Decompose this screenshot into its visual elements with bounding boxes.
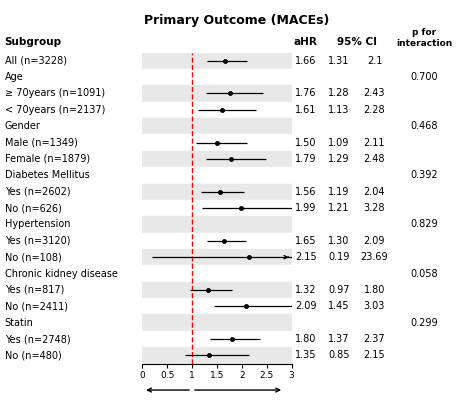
- Text: Yes (n=817): Yes (n=817): [5, 285, 64, 295]
- Bar: [142, 249, 292, 265]
- Bar: [142, 85, 292, 102]
- Text: 0.97: 0.97: [328, 285, 350, 295]
- Text: 1.09: 1.09: [328, 138, 350, 147]
- Bar: [142, 282, 292, 298]
- Text: 3.28: 3.28: [364, 203, 385, 213]
- Text: 2.15: 2.15: [295, 252, 317, 262]
- Text: All (n=3228): All (n=3228): [5, 56, 67, 66]
- Bar: [142, 102, 292, 118]
- Bar: [142, 314, 292, 331]
- Text: 1.35: 1.35: [295, 350, 317, 360]
- Text: 1.99: 1.99: [295, 203, 317, 213]
- Text: 1.31: 1.31: [328, 56, 350, 66]
- Text: 1.30: 1.30: [328, 236, 350, 246]
- Text: 0.19: 0.19: [328, 252, 350, 262]
- Text: < 70years (n=2137): < 70years (n=2137): [5, 105, 105, 115]
- Text: 23.69: 23.69: [361, 252, 388, 262]
- Text: 1.19: 1.19: [328, 187, 350, 197]
- Text: No (n=626): No (n=626): [5, 203, 62, 213]
- Text: 0.058: 0.058: [410, 269, 438, 278]
- Bar: [142, 200, 292, 216]
- Bar: [142, 118, 292, 135]
- Text: 1.80: 1.80: [295, 334, 317, 344]
- Bar: [142, 331, 292, 347]
- Text: Yes (n=3120): Yes (n=3120): [5, 236, 70, 246]
- Text: 1.66: 1.66: [295, 56, 317, 66]
- Text: 1.61: 1.61: [295, 105, 317, 115]
- Text: Gender: Gender: [5, 121, 41, 131]
- Text: ≥ 70years (n=1091): ≥ 70years (n=1091): [5, 88, 105, 99]
- Text: 1.28: 1.28: [328, 88, 350, 99]
- Text: 0.700: 0.700: [410, 72, 438, 82]
- Text: 1.56: 1.56: [295, 187, 317, 197]
- Bar: [142, 265, 292, 282]
- Text: Age: Age: [5, 72, 24, 82]
- Text: 1.37: 1.37: [328, 334, 350, 344]
- Text: 1.65: 1.65: [295, 236, 317, 246]
- Text: Primary Outcome (MACEs): Primary Outcome (MACEs): [144, 14, 330, 27]
- Text: 0.829: 0.829: [410, 219, 438, 229]
- Bar: [142, 233, 292, 249]
- Text: 0.299: 0.299: [410, 318, 438, 328]
- Text: 2.09: 2.09: [295, 301, 317, 311]
- Bar: [142, 183, 292, 200]
- Text: 95% CI: 95% CI: [337, 38, 377, 47]
- Text: Yes (n=2602): Yes (n=2602): [5, 187, 70, 197]
- Text: 1.50: 1.50: [295, 138, 317, 147]
- Text: No (n=2411): No (n=2411): [5, 301, 68, 311]
- Text: Hypertension: Hypertension: [5, 219, 70, 229]
- Text: Diabetes Mellitus: Diabetes Mellitus: [5, 170, 90, 180]
- Text: 1.76: 1.76: [295, 88, 317, 99]
- Text: Male (n=1349): Male (n=1349): [5, 138, 78, 147]
- Text: No (n=108): No (n=108): [5, 252, 62, 262]
- Text: 1.79: 1.79: [295, 154, 317, 164]
- Text: 2.11: 2.11: [364, 138, 385, 147]
- Text: p for
interaction: p for interaction: [396, 28, 452, 48]
- Bar: [142, 69, 292, 85]
- Text: 2.37: 2.37: [364, 334, 385, 344]
- Text: 2.43: 2.43: [364, 88, 385, 99]
- Bar: [142, 347, 292, 364]
- Bar: [142, 135, 292, 151]
- Text: 0.392: 0.392: [410, 170, 438, 180]
- Text: 3.03: 3.03: [364, 301, 385, 311]
- Bar: [142, 151, 292, 167]
- Bar: [142, 216, 292, 233]
- Text: 0.468: 0.468: [410, 121, 438, 131]
- Text: Female (n=1879): Female (n=1879): [5, 154, 90, 164]
- Text: 1.21: 1.21: [328, 203, 350, 213]
- Text: No (n=480): No (n=480): [5, 350, 62, 360]
- Text: Subgroup: Subgroup: [5, 38, 62, 47]
- Bar: [142, 298, 292, 314]
- Text: 2.15: 2.15: [364, 350, 385, 360]
- Text: 0.85: 0.85: [328, 350, 350, 360]
- Text: 1.80: 1.80: [364, 285, 385, 295]
- Text: 1.45: 1.45: [328, 301, 350, 311]
- Text: 2.04: 2.04: [364, 187, 385, 197]
- Text: Statin: Statin: [5, 318, 34, 328]
- Text: aHR: aHR: [294, 38, 318, 47]
- Text: 2.1: 2.1: [367, 56, 382, 66]
- Bar: [142, 53, 292, 69]
- Text: 2.48: 2.48: [364, 154, 385, 164]
- Bar: [142, 167, 292, 183]
- Text: 1.29: 1.29: [328, 154, 350, 164]
- Text: Yes (n=2748): Yes (n=2748): [5, 334, 70, 344]
- Text: 1.13: 1.13: [328, 105, 350, 115]
- Text: 1.32: 1.32: [295, 285, 317, 295]
- Text: 2.09: 2.09: [364, 236, 385, 246]
- Text: Chronic kidney disease: Chronic kidney disease: [5, 269, 118, 278]
- Text: 2.28: 2.28: [364, 105, 385, 115]
